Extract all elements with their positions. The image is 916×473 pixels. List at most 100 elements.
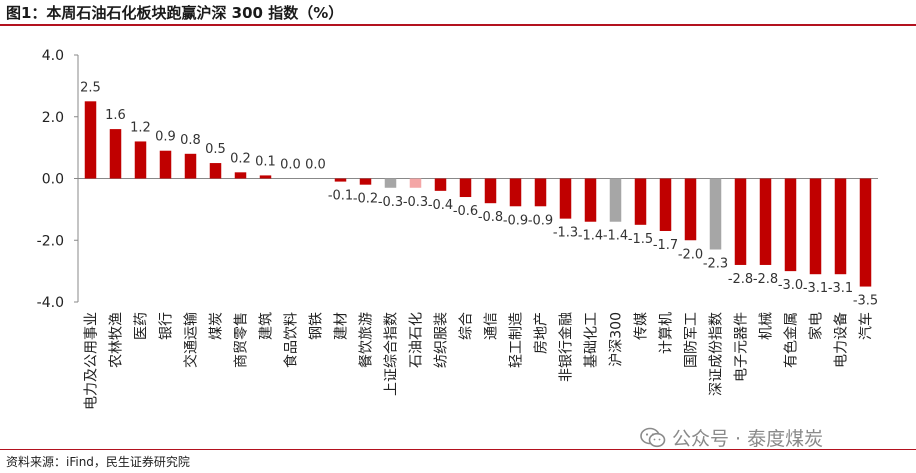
category-label: 机械 — [759, 312, 775, 340]
watermark-text: 公众号 · 泰度煤炭 — [672, 428, 824, 450]
data-label: -0.2 — [353, 192, 378, 207]
category-label: 沪深300 — [609, 312, 625, 367]
bar — [609, 178, 622, 222]
data-label: -0.9 — [528, 213, 553, 228]
data-label: 0.9 — [155, 130, 176, 145]
watermark: 公众号 · 泰度煤炭 — [640, 424, 823, 451]
category-label: 交通运输 — [183, 312, 200, 368]
bar — [734, 178, 747, 265]
data-label: -3.1 — [803, 281, 828, 296]
wechat-icon — [640, 427, 666, 447]
category-label: 国防军工 — [684, 312, 700, 368]
category-label: 纺织服装 — [434, 312, 450, 368]
bar — [434, 178, 447, 191]
bar — [384, 178, 397, 188]
data-label: -1.4 — [603, 229, 628, 244]
category-label: 银行 — [159, 312, 175, 340]
bar — [509, 178, 522, 207]
category-label: 家电 — [808, 312, 825, 340]
category-label: 建筑 — [259, 312, 275, 340]
bar — [134, 141, 147, 179]
bar — [484, 178, 497, 204]
data-label: 0.8 — [180, 133, 201, 148]
bar — [84, 101, 97, 179]
y-tick-label: 2.0 — [42, 110, 64, 126]
data-label: -1.3 — [553, 226, 578, 241]
bar — [184, 153, 197, 179]
bar — [234, 172, 247, 179]
data-label: 0.0 — [305, 158, 326, 173]
category-label: 计算机 — [659, 312, 675, 354]
category-label: 电力设备 — [833, 312, 850, 368]
category-label: 食品饮料 — [283, 312, 300, 368]
bar — [334, 178, 347, 182]
category-label: 电力及公用事业 — [84, 312, 100, 410]
y-tick-label: -4.0 — [37, 295, 64, 311]
category-label: 医药 — [134, 312, 150, 340]
data-label: -2.3 — [703, 257, 728, 272]
bar — [709, 178, 722, 250]
category-label: 轻工制造 — [509, 312, 525, 368]
bar — [659, 178, 672, 231]
bar — [409, 178, 422, 188]
data-label: 2.5 — [80, 80, 101, 95]
category-label: 石油石化 — [409, 312, 425, 368]
bar — [359, 178, 372, 185]
category-label: 建材 — [334, 312, 350, 340]
category-label: 农林牧渔 — [109, 312, 125, 368]
data-label: -2.0 — [678, 247, 703, 262]
category-label: 煤炭 — [209, 312, 225, 340]
footer-divider — [0, 449, 916, 450]
bar — [834, 178, 847, 275]
y-tick-label: 0.0 — [42, 172, 64, 188]
category-label: 钢铁 — [309, 312, 325, 340]
bars — [84, 101, 872, 287]
bar — [634, 178, 647, 225]
category-label: 房地产 — [534, 312, 550, 354]
data-label: -0.1 — [328, 189, 353, 204]
category-label: 深证成份指数 — [709, 312, 725, 396]
bar — [209, 163, 222, 179]
data-label: 1.2 — [130, 120, 151, 135]
data-label: -0.3 — [378, 195, 403, 210]
data-label: -1.5 — [628, 232, 653, 247]
y-tick-label: -2.0 — [37, 233, 64, 249]
data-label: -2.8 — [753, 272, 778, 287]
bar — [109, 129, 122, 179]
bar-chart: 4.0 2.0 0.0 -2.0 -4.0 2.5 1.6 1.2 0.9 0.8 0.5 0.2 0… — [37, 48, 879, 410]
category-label: 综合 — [459, 312, 475, 340]
data-label: -0.8 — [478, 210, 503, 225]
data-label: -3.1 — [828, 281, 853, 296]
bar — [159, 150, 172, 179]
category-label: 电子元器件 — [734, 312, 750, 382]
data-label: -2.8 — [728, 272, 753, 287]
category-label: 有色金属 — [783, 312, 800, 368]
bar — [584, 178, 597, 222]
data-label: -1.7 — [653, 238, 678, 253]
data-label: 0.5 — [205, 142, 226, 157]
y-tick-label: 4.0 — [42, 48, 64, 64]
category-label: 传媒 — [634, 312, 650, 340]
title-divider — [0, 24, 916, 26]
bar — [859, 178, 872, 287]
category-label: 汽车 — [858, 312, 875, 340]
bar — [784, 178, 797, 272]
data-label: -1.4 — [578, 229, 603, 244]
data-label: -0.3 — [403, 195, 428, 210]
bar — [259, 175, 272, 179]
data-label: 0.1 — [255, 154, 276, 169]
bar — [759, 178, 772, 265]
data-label: -3.0 — [778, 278, 803, 293]
category-label: 通信 — [484, 312, 500, 340]
category-label: 基础化工 — [583, 312, 600, 368]
bar — [809, 178, 822, 275]
chart-title: 图1：本周石油石化板块跑赢沪深 300 指数（%） — [6, 4, 344, 22]
value-labels: 2.51.61.20.9 0.80.50.2 0.1 0.0 0.0-0.1 -0.2 -0… — [80, 80, 878, 308]
category-label: 餐饮旅游 — [359, 312, 375, 368]
data-label: -3.5 — [853, 294, 878, 309]
bar — [534, 178, 547, 207]
bar — [459, 178, 472, 198]
bar — [684, 178, 697, 241]
data-label: -0.4 — [428, 198, 453, 213]
data-label: 0.2 — [230, 151, 251, 166]
